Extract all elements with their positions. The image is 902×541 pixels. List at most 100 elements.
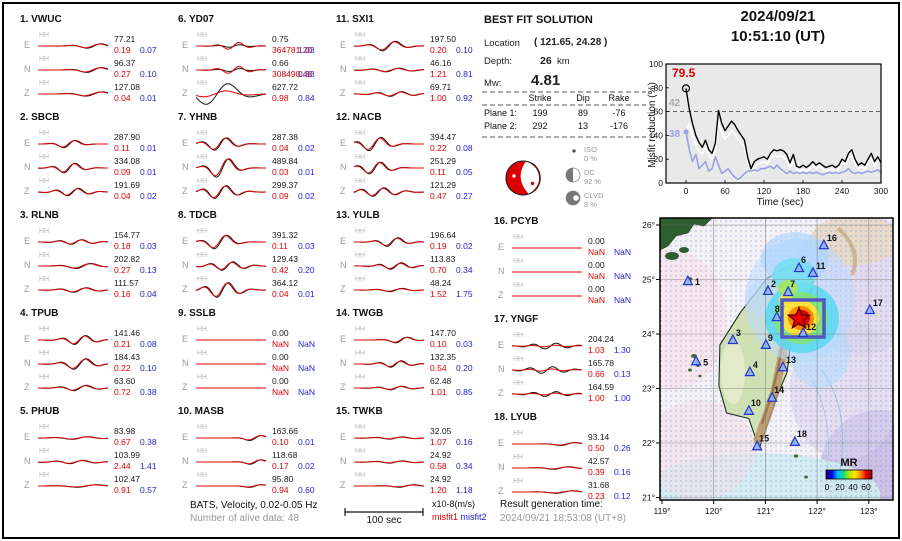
waveform-row-RLNB-Z: Z HH 111.57 0.16 0.04 (18, 276, 176, 302)
waveform-row-SXI1-Z: Z HH 69.71 1.00 0.92 (334, 80, 492, 106)
waveform-trace (195, 137, 266, 151)
misfit1-value: 1.00 (430, 93, 447, 103)
misfit2-value: NaN (614, 295, 632, 305)
component-label: N (498, 364, 505, 374)
band-code-label: HH (39, 448, 50, 455)
component-label: N (498, 462, 505, 472)
decomposition-percent: 92 % (584, 176, 602, 186)
waveform-trace (38, 91, 109, 97)
colorbar-gradient (825, 469, 873, 480)
decomposition-name: CLVD (584, 191, 604, 200)
station-header: 11. SXI1 (336, 14, 374, 25)
table-header-dip: Dip (576, 93, 590, 103)
peak-amplitude: 184.43 (114, 352, 140, 362)
plane-value: 13 (577, 121, 588, 131)
y-tick-label: 40 (654, 130, 664, 140)
colorbar-tick-label: 20 (835, 482, 845, 492)
waveform-trace (38, 263, 108, 269)
band-code-label: HH (197, 350, 208, 357)
waveform-trace (511, 366, 583, 374)
plot-x-axis-label: Time (sec) (756, 197, 804, 208)
misfit1-value: 364781.20 (272, 45, 313, 55)
misfit1-value: 0.22 (430, 143, 447, 153)
peak-amplitude: 62.48 (430, 376, 452, 386)
misfit1-value: 0.98 (272, 93, 289, 103)
misfit2-value: 1.41 (140, 461, 157, 471)
map-station-triangle-13 (777, 360, 789, 372)
map-station-triangle-9 (760, 338, 772, 349)
waveform-trace (354, 262, 424, 270)
station-block-NACB: 12. NACB E HH 394.47 0.22 0.08 N HH 251.29 0.11 0.… (334, 112, 492, 210)
waveform-row-SBCB-Z: Z HH 191.69 0.04 0.02 (18, 178, 176, 204)
waveform-row-TWKB-N: N HH 24.92 0.58 0.34 (334, 448, 492, 474)
band-code-label: HH (197, 56, 208, 63)
waveform-row-PHUB-N: N HH 103.99 2.44 1.41 (18, 448, 176, 474)
waveform-trace (38, 139, 108, 149)
waveform-row-SBCB-E: E HH 287.90 0.11 0.01 (18, 130, 176, 156)
waveform-trace (37, 239, 109, 245)
misfit-values: 0.16 0.04 (114, 289, 157, 299)
misfit-values: NaN NaN (588, 295, 631, 305)
waveform-trace (38, 43, 109, 49)
map-station-triangle-1 (682, 274, 694, 286)
misfit-values: 1.01 0.85 (430, 387, 473, 397)
station-header: 6. YD07 (178, 14, 214, 25)
synthetic-trace (354, 237, 424, 247)
mw-value: 4.81 (531, 72, 561, 89)
component-label: Z (24, 88, 30, 98)
synthetic-trace (353, 187, 424, 197)
waveform-row-TWKB-Z: Z HH 24.92 1.20 1.18 (334, 472, 492, 498)
waveform-row-NACB-N: N HH 251.29 0.11 0.05 (334, 154, 492, 180)
component-label: N (182, 64, 189, 74)
plane-value: 89 (577, 108, 588, 118)
waveform-row-PHUB-E: E HH 83.98 0.67 0.38 (18, 424, 176, 450)
station-header: 9. SSLB (178, 308, 216, 319)
peak-amplitude: 69.71 (430, 82, 452, 92)
synthetic-trace (353, 68, 424, 73)
band-code-label: HH (197, 178, 208, 185)
band-code-label: HH (197, 252, 208, 259)
peak-amplitude: 163.66 (272, 426, 298, 436)
decomposition-item-dc: DC 92 % (584, 168, 602, 186)
lon-tick-label: 119° (654, 506, 671, 516)
misfit2-value: 0.85 (456, 387, 473, 397)
colorbar-tick-label: 0 (825, 482, 830, 492)
band-code-label: HH (39, 350, 50, 357)
waveform-trace (353, 136, 424, 152)
synthetic-trace (196, 435, 267, 441)
band-code-label: HH (355, 276, 366, 283)
waveform-trace (196, 339, 266, 341)
misfit2-value: 0.20 (456, 363, 473, 373)
depth-value: 26 (540, 55, 552, 67)
event-date: 2024/09/21 (740, 8, 816, 25)
misfit1-value: 0.03 (272, 167, 289, 177)
misfit-values: 0.18 0.03 (114, 241, 157, 251)
plane-table-rules (482, 91, 646, 138)
misfit1-value: 0.10 (272, 437, 289, 447)
component-label: Z (340, 382, 346, 392)
misfit1-value: 0.16 (114, 289, 131, 299)
band-code-label: HH (355, 374, 366, 381)
synthetic-trace (353, 162, 424, 174)
band-code-label: HH (197, 228, 208, 235)
misfit2-value: 0.01 (140, 93, 157, 103)
component-label: E (182, 334, 189, 344)
waveform-row-RLNB-N: N HH 202.82 0.27 0.13 (18, 252, 176, 278)
waveform-row-PHUB-Z: Z HH 102.47 0.91 0.57 (18, 472, 176, 498)
band-code-label: HH (513, 430, 524, 437)
misfit2-value: 0.02 (298, 461, 315, 471)
misfit1-value: 0.19 (114, 45, 131, 55)
station-block-MASB: 10. MASB E HH 163.66 0.10 0.01 N HH 118.68 0.17 0.… (176, 406, 334, 504)
waveform-row-SBCB-N: N HH 334.08 0.09 0.01 (18, 154, 176, 180)
misfit2-value: 0.12 (614, 491, 631, 501)
map-station-triangle-4 (744, 365, 756, 377)
peak-amplitude: 141.46 (114, 328, 140, 338)
band-code-label: HH (39, 472, 50, 479)
misfit-values: 0.72 0.38 (114, 387, 157, 397)
waveform-trace (354, 287, 425, 293)
station-header: 18. LYUB (494, 412, 537, 423)
plane-value: -76 (612, 108, 626, 118)
peak-amplitude: 102.47 (114, 474, 140, 484)
component-label: E (498, 242, 505, 252)
misfit2-legend: misfit2 (460, 512, 487, 522)
